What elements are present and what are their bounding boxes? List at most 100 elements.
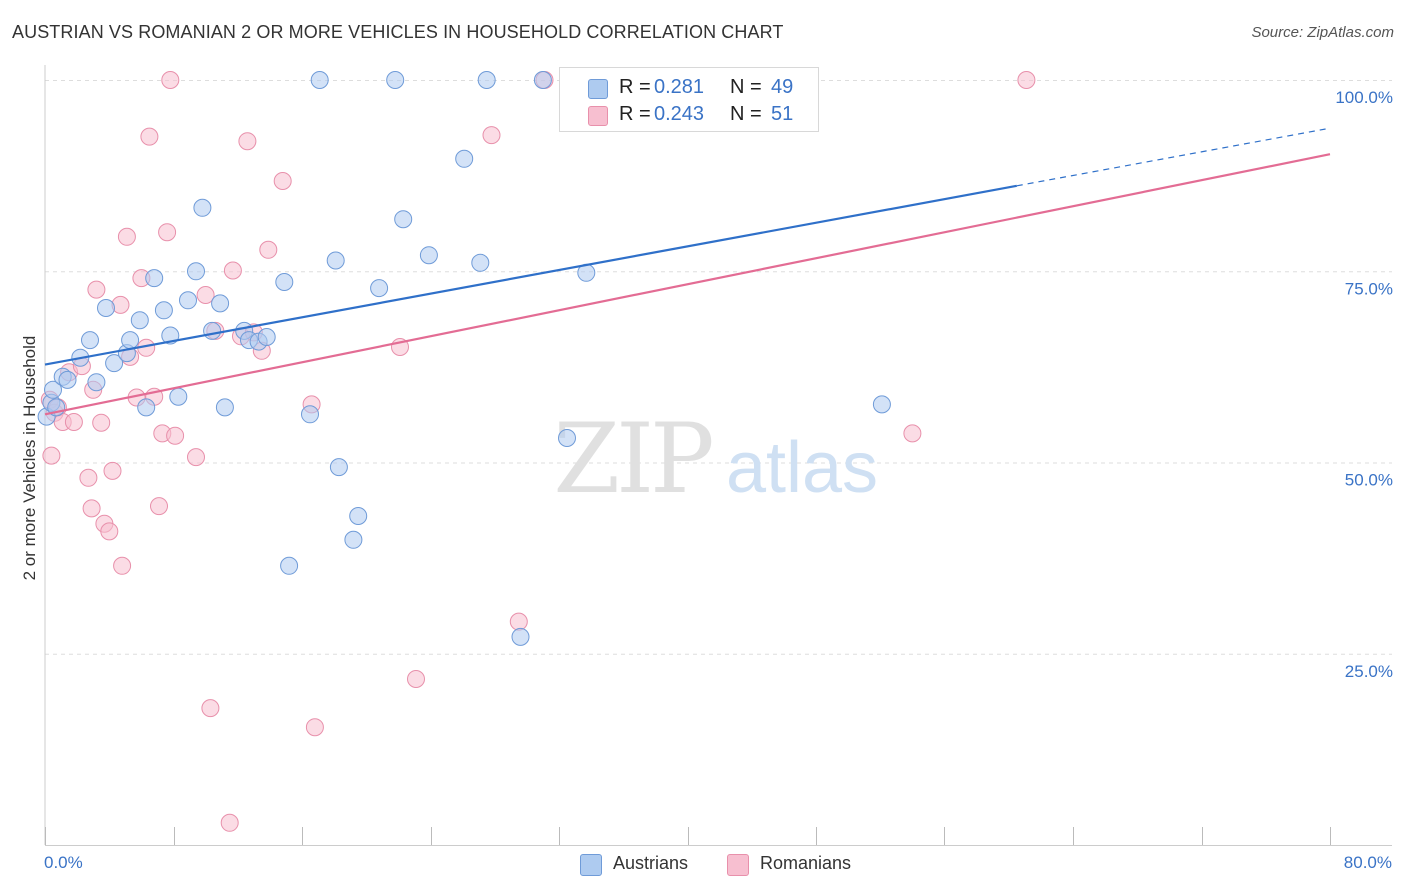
- austrian-points: [37, 71, 891, 646]
- austrian-point: [87, 373, 106, 392]
- romanian-point: [158, 223, 177, 242]
- romanian-point: [903, 424, 922, 443]
- legend-label-austrians: Austrians: [613, 853, 689, 873]
- stats-legend-box: R = 0.281 N = 49 R = 0.243 N = 51: [559, 67, 819, 132]
- austrian-legend-swatch: [580, 854, 602, 876]
- source-label: Source: ZipAtlas.com: [1251, 24, 1394, 41]
- austrian-point: [154, 301, 173, 320]
- austrian-point: [215, 398, 234, 417]
- romanian-swatch: [588, 106, 608, 126]
- austrian-point: [203, 321, 222, 340]
- romanian-point: [100, 522, 119, 541]
- romanian-legend-swatch: [727, 854, 749, 876]
- y-tick-label-75: 75.0%: [1345, 279, 1393, 298]
- romanian-point: [87, 280, 106, 299]
- austrian-point: [280, 556, 299, 575]
- austrian-point: [97, 299, 115, 317]
- austrian-point: [394, 210, 413, 229]
- y-tick-label-100: 100.0%: [1335, 88, 1393, 107]
- stats-row-austrians: R = 0.281 N = 49: [560, 75, 818, 101]
- romanian-points: [40, 71, 1036, 832]
- romanian-point: [79, 468, 98, 487]
- austrian-point: [344, 530, 363, 549]
- romanian-trend-line: [44, 153, 1331, 416]
- grid-lines: [45, 80, 1392, 655]
- austrian-point: [419, 246, 438, 265]
- austrian-point: [211, 294, 230, 313]
- romanian-point: [42, 446, 61, 465]
- austrian-point: [477, 71, 496, 89]
- watermark-zip: ZIP: [553, 403, 712, 515]
- austrian-point: [386, 71, 405, 89]
- austrian-point: [349, 507, 368, 525]
- romanian-point: [201, 699, 220, 718]
- austrian-point: [471, 253, 490, 272]
- romanian-point: [238, 132, 257, 151]
- y-tick-labels: 25.0% 50.0% 75.0% 100.0%: [1335, 88, 1393, 681]
- y-tick-label-50: 50.0%: [1345, 471, 1393, 490]
- watermark-atlas: atlas: [726, 428, 878, 508]
- romanian-point: [220, 813, 239, 832]
- romanian-point: [64, 413, 83, 431]
- n-label: N =: [730, 76, 762, 98]
- romanian-point: [103, 461, 122, 480]
- romanian-point: [259, 240, 278, 259]
- chart-title: AUSTRIAN VS ROMANIAN 2 OR MORE VEHICLES …: [12, 22, 784, 42]
- austrian-point: [558, 429, 576, 447]
- romanian-point: [82, 499, 101, 518]
- austrian-point: [105, 354, 124, 373]
- romanian-point: [1017, 71, 1036, 89]
- romanian-point: [187, 448, 205, 467]
- romanian-point: [407, 670, 425, 688]
- romanian-point: [92, 413, 111, 432]
- austrian-point: [137, 398, 156, 417]
- austrian-point: [370, 279, 389, 298]
- romanian-point: [482, 126, 501, 145]
- austrian-point: [179, 291, 197, 310]
- austrian-trend-line: [44, 184, 1017, 366]
- austrian-point: [533, 71, 552, 89]
- austrian-point: [329, 458, 348, 477]
- romanian-point: [140, 127, 159, 146]
- r-label: R =: [619, 103, 651, 125]
- n-value: 49: [771, 76, 794, 98]
- romanian-point: [150, 497, 168, 516]
- romanian-point: [111, 295, 130, 314]
- romanian-point: [273, 172, 292, 190]
- x-tick-label-max: 80.0%: [1343, 853, 1392, 872]
- austrian-point: [275, 273, 294, 291]
- austrian-point: [145, 269, 164, 288]
- romanian-point: [161, 71, 180, 89]
- r-value: 0.243: [654, 103, 705, 125]
- austrian-point: [310, 71, 329, 89]
- austrian-point: [193, 198, 212, 217]
- romanian-point: [166, 426, 185, 445]
- r-value: 0.281: [654, 76, 705, 98]
- n-label: N =: [730, 103, 762, 125]
- austrian-point: [872, 395, 891, 414]
- austrian-point: [511, 627, 530, 646]
- n-value: 51: [771, 103, 794, 125]
- y-tick-label-25: 25.0%: [1345, 662, 1393, 681]
- romanian-point: [509, 612, 528, 631]
- austrian-point: [58, 370, 77, 389]
- austrian-swatch: [588, 79, 608, 99]
- austrian-point: [44, 380, 62, 399]
- trend-lines: [44, 127, 1331, 416]
- austrian-point: [81, 331, 99, 350]
- legend-label-romanians: Romanians: [760, 853, 852, 873]
- romanian-point: [305, 718, 324, 737]
- austrian-point: [301, 405, 319, 424]
- stats-row-romanians: R = 0.243 N = 51: [560, 102, 818, 128]
- austrian-point: [121, 331, 140, 350]
- austrian-point: [455, 149, 474, 168]
- r-label: R =: [619, 76, 651, 98]
- romanian-point: [117, 227, 136, 246]
- watermark: ZIP atlas: [553, 403, 878, 515]
- romanian-point: [113, 556, 132, 575]
- x-tick-label-min: 0.0%: [44, 853, 83, 872]
- romanian-point: [196, 286, 215, 304]
- austrian-trend-extension: [1016, 127, 1331, 187]
- romanian-point: [223, 261, 242, 280]
